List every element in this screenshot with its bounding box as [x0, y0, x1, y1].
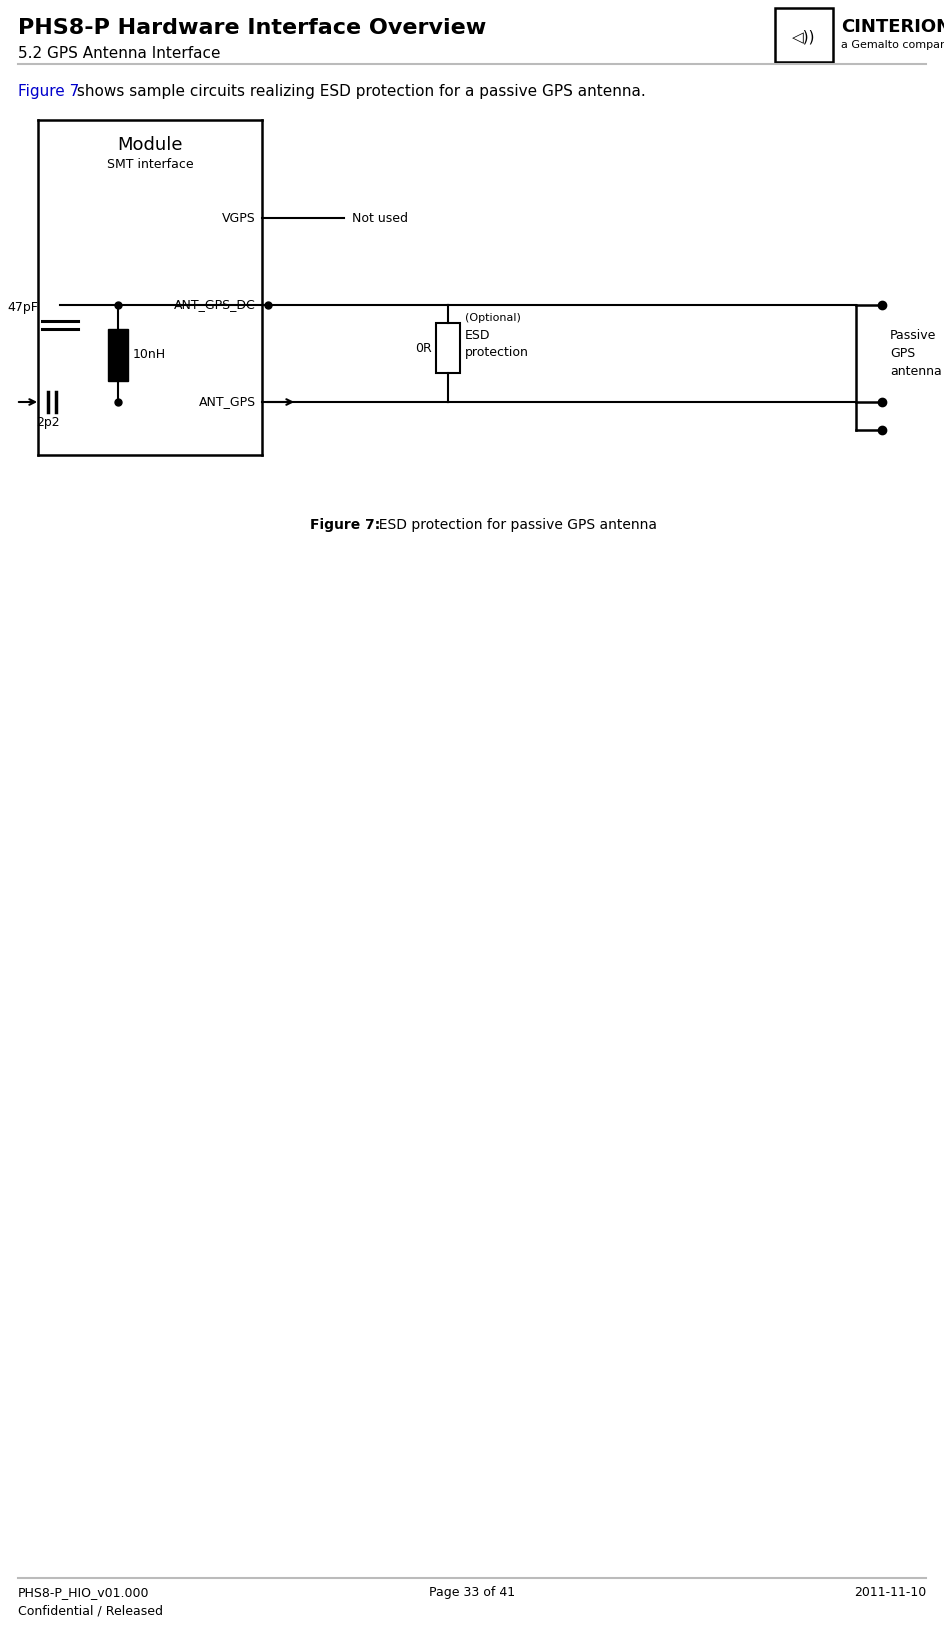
Text: ANT_GPS_DC: ANT_GPS_DC	[175, 298, 256, 311]
Text: Figure 7:: Figure 7:	[310, 519, 380, 532]
Bar	[108, 329, 128, 381]
Text: shows sample circuits realizing ESD protection for a passive GPS antenna.: shows sample circuits realizing ESD prot…	[72, 83, 646, 100]
Text: (Optional): (Optional)	[465, 312, 521, 322]
Text: a Gemalto company: a Gemalto company	[841, 39, 944, 51]
Text: Figure 7: Figure 7	[18, 83, 79, 100]
Text: CINTERION: CINTERION	[841, 18, 944, 36]
Text: SMT interface: SMT interface	[107, 159, 194, 172]
Text: 0R: 0R	[415, 342, 432, 355]
Text: Not used: Not used	[352, 211, 408, 224]
Text: ESD protection for passive GPS antenna: ESD protection for passive GPS antenna	[370, 519, 657, 532]
Bar	[775, 8, 833, 62]
Text: PHS8-P Hardware Interface Overview: PHS8-P Hardware Interface Overview	[18, 18, 486, 38]
Text: ANT_GPS: ANT_GPS	[199, 396, 256, 409]
Text: Module: Module	[117, 136, 183, 154]
Text: VGPS: VGPS	[222, 211, 256, 224]
Bar	[436, 322, 460, 373]
Text: 2011-11-10: 2011-11-10	[853, 1585, 926, 1598]
Text: 10nH: 10nH	[133, 348, 166, 362]
Text: 47pF: 47pF	[8, 301, 38, 314]
Text: Passive
GPS
antenna: Passive GPS antenna	[890, 329, 942, 378]
Text: Page 33 of 41: Page 33 of 41	[429, 1585, 515, 1598]
Text: ◁)): ◁))	[792, 29, 816, 44]
Text: PHS8-P_HIO_v01.000: PHS8-P_HIO_v01.000	[18, 1585, 149, 1598]
Text: 5.2 GPS Antenna Interface: 5.2 GPS Antenna Interface	[18, 46, 221, 61]
Text: 2p2: 2p2	[36, 416, 59, 429]
Text: Confidential / Released: Confidential / Released	[18, 1603, 163, 1616]
Text: ESD
protection: ESD protection	[465, 329, 529, 358]
